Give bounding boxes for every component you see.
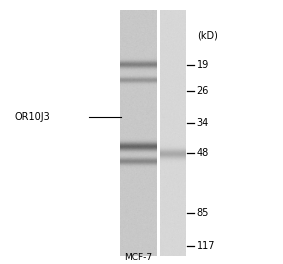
Text: MCF-7: MCF-7: [124, 253, 152, 262]
Text: 48: 48: [197, 148, 209, 158]
Text: OR10J3: OR10J3: [14, 112, 50, 122]
Text: 85: 85: [197, 208, 209, 218]
Text: (kD): (kD): [197, 31, 218, 41]
Text: 19: 19: [197, 60, 209, 70]
Text: 34: 34: [197, 118, 209, 128]
Text: 26: 26: [197, 86, 209, 96]
Text: 117: 117: [197, 241, 215, 251]
